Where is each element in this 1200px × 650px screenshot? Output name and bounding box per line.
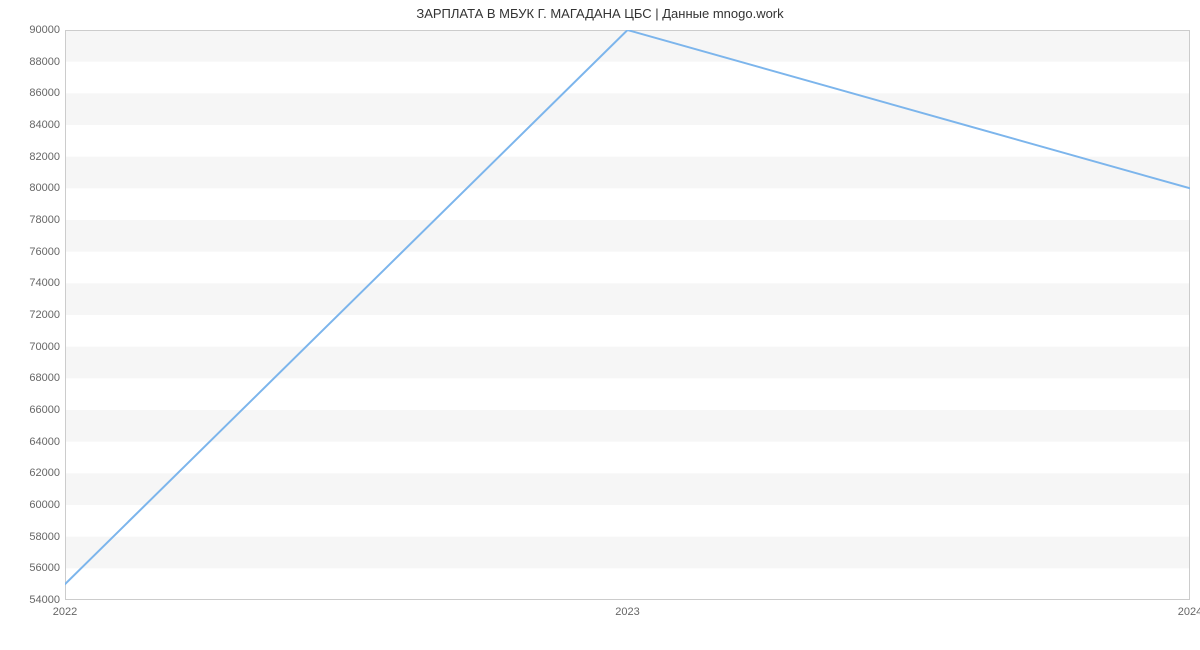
y-tick-label: 54000 xyxy=(10,594,60,606)
y-tick-label: 84000 xyxy=(10,119,60,131)
y-tick-label: 66000 xyxy=(10,404,60,416)
y-tick-label: 58000 xyxy=(10,531,60,543)
x-tick-label: 2022 xyxy=(53,606,77,618)
y-tick-label: 68000 xyxy=(10,372,60,384)
y-tick-label: 62000 xyxy=(10,467,60,479)
y-tick-label: 60000 xyxy=(10,499,60,511)
x-tick-label: 2023 xyxy=(615,606,639,618)
y-tick-label: 70000 xyxy=(10,341,60,353)
x-tick-label: 2024 xyxy=(1178,606,1200,618)
y-tick-label: 56000 xyxy=(10,562,60,574)
y-tick-label: 90000 xyxy=(10,24,60,36)
plot-area xyxy=(65,30,1190,600)
y-tick-label: 82000 xyxy=(10,151,60,163)
y-tick-label: 72000 xyxy=(10,309,60,321)
y-tick-label: 74000 xyxy=(10,277,60,289)
y-tick-label: 88000 xyxy=(10,56,60,68)
y-tick-label: 64000 xyxy=(10,436,60,448)
y-tick-label: 78000 xyxy=(10,214,60,226)
y-tick-label: 76000 xyxy=(10,246,60,258)
salary-line-chart: ЗАРПЛАТА В МБУК Г. МАГАДАНА ЦБС | Данные… xyxy=(0,0,1200,650)
y-tick-label: 86000 xyxy=(10,87,60,99)
y-tick-label: 80000 xyxy=(10,182,60,194)
chart-title: ЗАРПЛАТА В МБУК Г. МАГАДАНА ЦБС | Данные… xyxy=(0,6,1200,21)
